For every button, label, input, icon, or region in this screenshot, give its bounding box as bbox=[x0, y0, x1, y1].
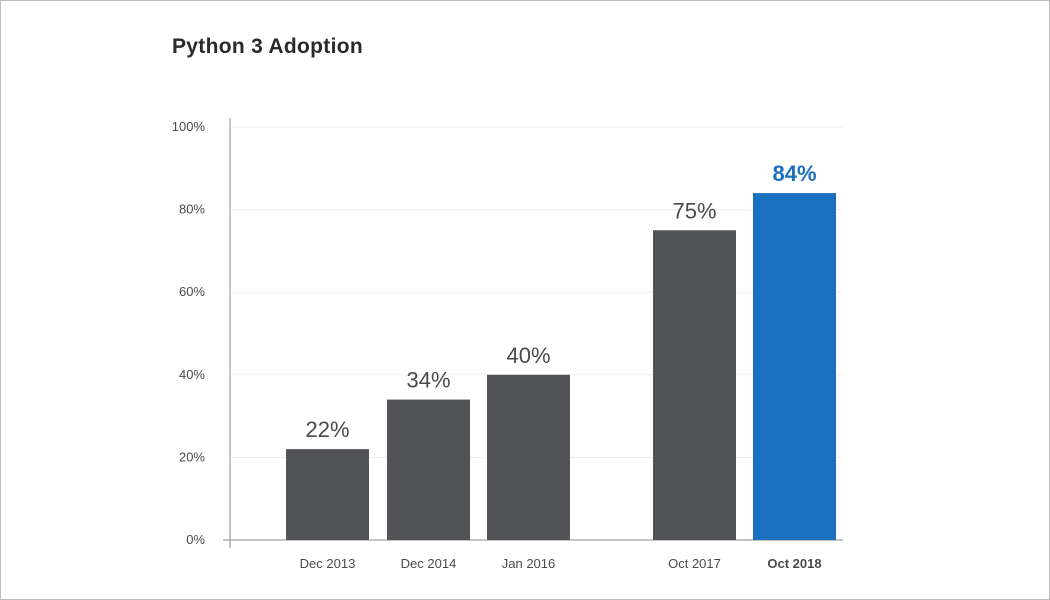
x-tick-label: Dec 2014 bbox=[401, 556, 457, 571]
bar-value-label: 84% bbox=[772, 161, 816, 186]
chart-title: Python 3 Adoption bbox=[172, 35, 363, 58]
bar-value-label: 22% bbox=[305, 417, 349, 442]
bar-jan-2016 bbox=[487, 374, 570, 540]
label-layer: 0% 20% 40% 60% 80% 100% 22% Dec 2013 34% Dec 2014… bbox=[172, 119, 822, 571]
x-tick-label: Oct 2018 bbox=[767, 556, 821, 571]
y-tick-label: 40% bbox=[179, 367, 205, 382]
y-tick-label: 60% bbox=[179, 284, 205, 299]
x-tick-label: Jan 2016 bbox=[502, 556, 556, 571]
bar-oct-2017 bbox=[653, 230, 736, 540]
bar-layer bbox=[286, 193, 836, 540]
y-tick-label: 0% bbox=[186, 532, 205, 547]
y-tick-label: 100% bbox=[172, 119, 206, 134]
bar-dec-2013 bbox=[286, 449, 369, 540]
bar-value-label: 34% bbox=[406, 368, 450, 393]
y-tick-label: 20% bbox=[179, 449, 205, 464]
bar-dec-2014 bbox=[387, 399, 470, 540]
x-tick-label: Dec 2013 bbox=[300, 556, 356, 571]
x-tick-label: Oct 2017 bbox=[668, 556, 721, 571]
y-tick-label: 80% bbox=[179, 202, 205, 217]
bar-value-label: 75% bbox=[672, 198, 716, 223]
bar-oct-2018 bbox=[753, 193, 836, 540]
bar-value-label: 40% bbox=[506, 343, 550, 368]
